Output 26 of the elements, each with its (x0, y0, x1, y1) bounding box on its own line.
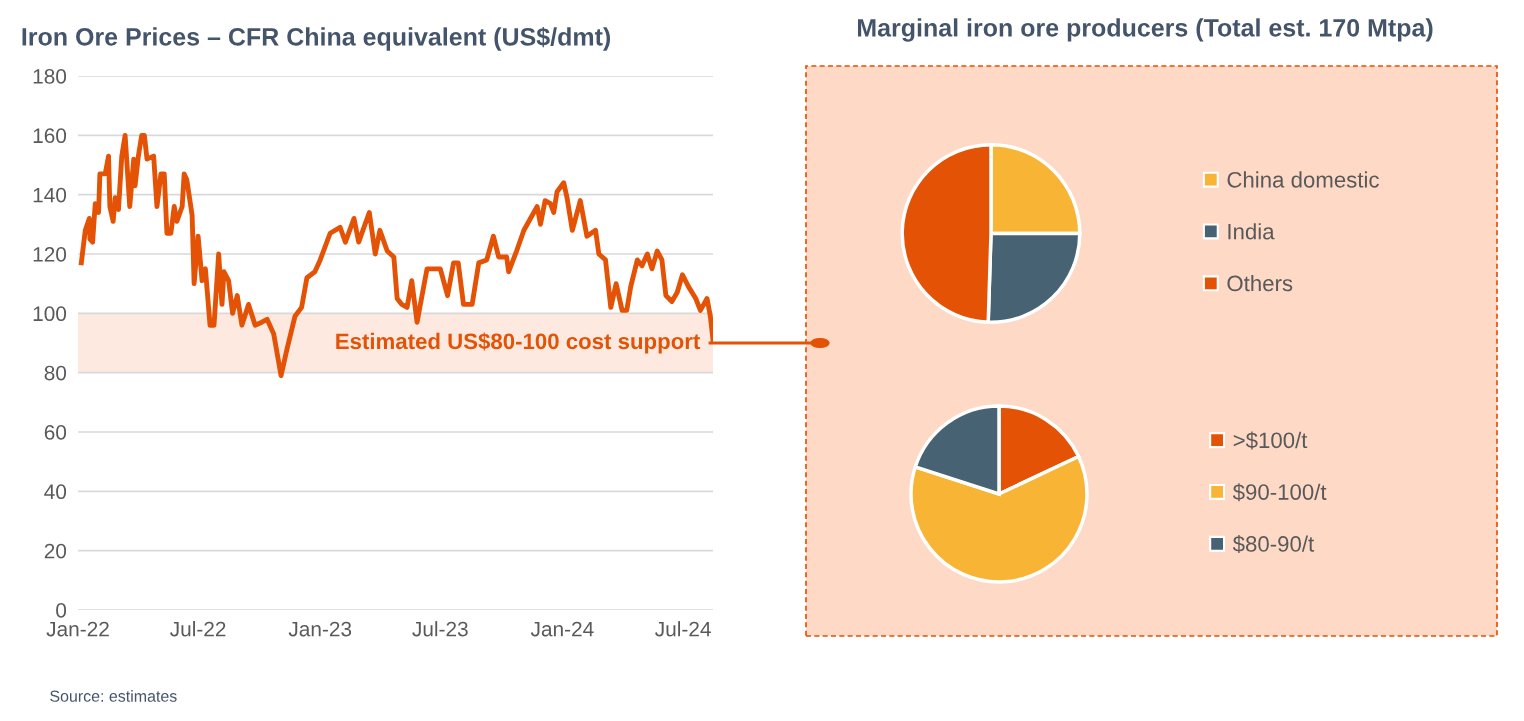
x-tick-label: Jan-23 (288, 621, 352, 637)
legend-label: >$100/t (1233, 431, 1308, 450)
y-tick-label: 0 (56, 603, 67, 618)
band-label: Estimated US$80-100 cost support (336, 332, 701, 354)
legend-label: Others (1227, 274, 1293, 292)
y-tick-label: 140 (33, 187, 67, 203)
legend-label: China domestic (1227, 171, 1379, 188)
legend-label: $90-100/t (1232, 483, 1327, 502)
y-tick-label: 180 (33, 69, 67, 84)
y-tick-label: 160 (33, 128, 67, 144)
x-tick-label: Jan-24 (530, 621, 594, 637)
x-tick-label: Jul-23 (412, 621, 468, 637)
x-tick-label: Jul-22 (170, 621, 226, 637)
y-tick-label: 40 (44, 484, 67, 500)
chart-title: Marginal iron ore producers (Total est. 170 Mtpa) (857, 18, 1433, 42)
y-tick-label: 20 (44, 543, 67, 559)
y-tick-label: 120 (33, 247, 67, 262)
x-tick-label: Jul-24 (655, 621, 711, 637)
legend-label: $80-90/t (1232, 535, 1315, 554)
chart-title: Iron Ore Prices – CFR China equivalent (US$/dmt) (22, 26, 611, 51)
legend-label: India (1228, 223, 1275, 240)
x-tick-label: Jan-22 (46, 621, 109, 637)
y-tick-label: 60 (44, 425, 67, 440)
y-tick-label: 100 (33, 306, 67, 322)
y-tick-label: 80 (44, 365, 67, 381)
source-note: Source: estimates (50, 690, 177, 702)
